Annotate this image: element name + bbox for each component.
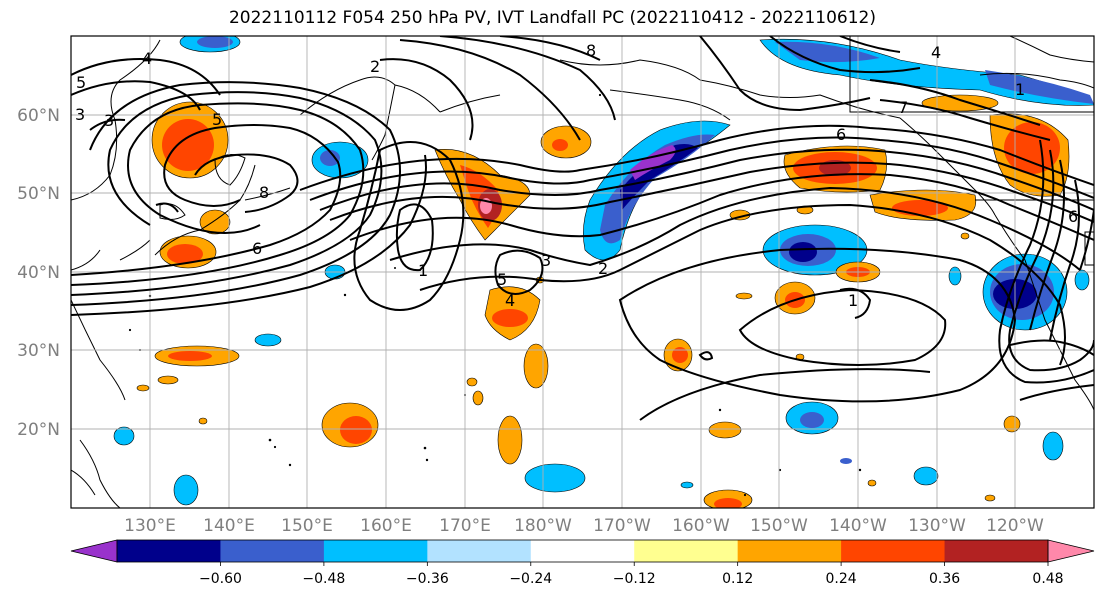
colorbar-ticks: −0.60 −0.48 −0.36 −0.24 −0.12 0.12 0.24 0.36 0.4… xyxy=(199,562,1064,587)
lat-label: 50°N xyxy=(17,184,60,204)
colorbar-tick-label: 0.24 xyxy=(826,571,857,587)
contour-label: 1 xyxy=(848,291,858,310)
colorbar-tick-label: −0.36 xyxy=(406,571,449,587)
colorbar-tick-label: 0.12 xyxy=(722,571,753,587)
lon-label: 140°E xyxy=(203,516,255,536)
colorbar-tick-label: −0.24 xyxy=(509,571,552,587)
contour-label: 5 xyxy=(76,73,86,92)
colorbar-tick-label: 0.48 xyxy=(1032,571,1063,587)
contour-label: 6 xyxy=(836,125,846,144)
colorbar-tick-label: −0.60 xyxy=(199,571,242,587)
colorbar-segment xyxy=(841,540,946,562)
longitude-labels: 130°E 140°E 150°E 160°E 170°E 180°W 170°… xyxy=(124,516,1044,536)
colorbar-extend-max xyxy=(1047,539,1095,563)
colorbar-segment xyxy=(944,540,1049,562)
colorbar-segments xyxy=(70,539,1095,563)
contour-label: 8 xyxy=(259,183,269,202)
lat-label: 40°N xyxy=(17,263,60,283)
lon-label: 130°E xyxy=(124,516,176,536)
map-frame xyxy=(70,35,1095,509)
pv-shading xyxy=(113,36,1094,508)
contour-label: 6 xyxy=(1068,207,1078,226)
contour-label: 4 xyxy=(505,291,515,310)
contour-label: 4 xyxy=(931,43,941,62)
contour-label: 3 xyxy=(541,251,551,270)
colorbar-tick-label: −0.12 xyxy=(613,571,656,587)
contour-labels: 1 2 3 3 4 4 5 5 6 6 7 8 8 1 2 3 4 5 6 1 xyxy=(75,41,1078,310)
contour-label: 5 xyxy=(212,110,222,129)
colorbar-segment xyxy=(530,540,635,562)
colorbar-segment xyxy=(427,540,532,562)
lon-label: 150°E xyxy=(281,516,333,536)
contour-label: 2 xyxy=(598,259,608,278)
latitude-labels: 60°N 50°N 40°N 30°N 20°N xyxy=(17,106,60,440)
ivt-contours xyxy=(71,36,1094,421)
contour-label: 2 xyxy=(370,57,380,76)
contour-label: 5 xyxy=(497,270,507,289)
contour-label: 3 xyxy=(75,105,85,124)
lon-label: 160°E xyxy=(360,516,412,536)
colorbar-tick-label: 0.36 xyxy=(929,571,960,587)
lat-label: 20°N xyxy=(17,420,60,440)
lon-label: 160°W xyxy=(672,516,730,536)
lon-label: 170°E xyxy=(439,516,491,536)
colorbar-tick-label: −0.48 xyxy=(302,571,345,587)
plot-title: 2022110112 F054 250 hPa PV, IVT Landfall… xyxy=(228,8,876,28)
colorbar-segment xyxy=(634,540,739,562)
colorbar: −0.60 −0.48 −0.36 −0.24 −0.12 0.12 0.24 0.36 0.4… xyxy=(70,539,1095,587)
colorbar-segment xyxy=(117,540,221,562)
colorbar-extend-min xyxy=(70,539,118,563)
contour-label: 3 xyxy=(104,111,114,130)
contour-label: 8 xyxy=(586,41,596,60)
lat-label: 30°N xyxy=(17,341,60,361)
colorbar-segment xyxy=(323,540,428,562)
contour-label: 1 xyxy=(418,261,428,280)
coastlines xyxy=(71,36,1094,508)
colorbar-segment xyxy=(220,540,325,562)
lon-label: 180°W xyxy=(514,516,572,536)
contour-label: 7 xyxy=(898,98,908,117)
lon-label: 120°W xyxy=(986,516,1044,536)
contour-label: 4 xyxy=(142,49,152,68)
lon-label: 150°W xyxy=(750,516,808,536)
lon-label: 140°W xyxy=(829,516,887,536)
lon-label: 170°W xyxy=(593,516,651,536)
lat-label: 60°N xyxy=(17,106,60,126)
island-dots xyxy=(128,93,862,497)
contour-label: 1 xyxy=(1015,80,1025,99)
colorbar-frame xyxy=(116,539,1049,563)
colorbar-segment xyxy=(737,540,842,562)
lon-label: 130°W xyxy=(908,516,966,536)
contour-label: 6 xyxy=(252,239,262,258)
